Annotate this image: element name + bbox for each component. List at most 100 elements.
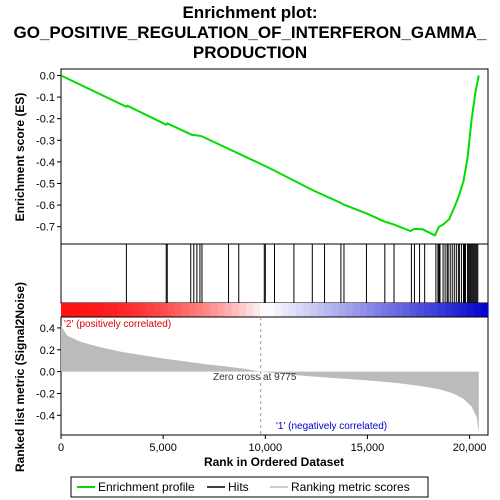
es-axis-label: Enrichment score (ES) [13,93,27,222]
chart-title: Enrichment plot: GO_POSITIVE_REGULATION_… [14,3,487,62]
x-tick-label: 10,000 [248,442,282,454]
color-bar-segment [331,303,340,317]
positive-label: '2' (positively correlated) [64,319,171,330]
color-bar-segment [174,303,183,317]
es-axis-ticks: 0.0 -0.1 -0.2 -0.3 -0.4 -0.5 -0.6 -0.7 [36,70,61,234]
color-bar-segment [231,303,240,317]
color-bar-segment [68,303,76,317]
color-bar-segment [210,303,219,317]
color-bar-segment [132,303,140,317]
color-bar-segment [352,303,361,317]
color-bar-segment [381,303,389,317]
color-bar-segment [196,303,204,317]
rank-color-bar [61,303,489,317]
metric-tick-label: 0.2 [40,345,55,357]
color-bar-segment [75,303,83,317]
title-line-1: Enrichment plot: [182,3,317,22]
hit-marks [125,244,479,303]
negative-label: '1' (negatively correlated) [276,421,387,432]
x-axis-ticks: 0 5,000 10,000 15,000 20,000 [58,435,487,454]
metric-panel-frame [60,316,489,436]
es-tick-label: -0.4 [36,157,55,169]
title-line-2: GO_POSITIVE_REGULATION_OF_INTERFERON_GAM… [14,23,487,42]
color-bar-segment [125,303,133,317]
color-bar-segment [466,303,475,317]
color-bar-segment [409,303,418,317]
ranking-metric-area [61,325,479,433]
metric-axis-label: Ranked list metric (Signal2Noise) [13,282,27,472]
color-bar-segment [153,303,162,317]
color-bar-segment [445,303,454,317]
color-bar-segment [89,303,98,317]
color-bar-segment [181,303,190,317]
x-tick-label: 5,000 [149,442,177,454]
title-line-3: PRODUCTION [193,43,307,62]
x-tick-label: 15,000 [351,442,385,454]
es-panel-frame [60,68,489,245]
color-bar-segment [395,303,404,317]
color-bar-segment [224,303,233,317]
color-bar-segment [459,303,468,317]
color-bar-segment [238,303,247,317]
es-tick-label: -0.6 [36,200,55,212]
color-bar-segment [103,303,112,317]
metric-axis-ticks: 0.4 0.2 0.0 -0.2 -0.4 [36,323,61,422]
x-axis-label: Rank in Ordered Dataset [204,455,344,469]
color-bar-segment [423,303,432,317]
color-bar-segment [110,303,119,317]
color-bar-segment [345,303,354,317]
metric-tick-label: 0.0 [40,367,55,379]
es-tick-label: -0.1 [36,92,55,104]
color-bar-segment [295,303,304,317]
es-tick-label: -0.2 [36,114,55,126]
metric-tick-label: 0.4 [40,323,55,335]
metric-tick-label: -0.2 [36,388,55,400]
es-tick-label: 0.0 [40,70,55,82]
color-bar-segment [374,303,382,317]
color-bar-segment [61,303,69,317]
enrichment-profile-line [60,74,480,237]
color-bar-segment [96,303,105,317]
es-tick-label: -0.7 [36,222,55,234]
color-bar-segment [317,303,325,317]
color-bar-segment [388,303,397,317]
color-bar-segment [480,303,489,317]
color-bar-segment [438,303,446,317]
color-bar-segment [167,303,176,317]
metric-tick-label: -0.4 [36,410,55,422]
color-bar-segment [359,303,368,317]
color-bar-segment [310,303,318,317]
color-bar-segment [146,303,155,317]
color-bar-segment [338,303,347,317]
color-bar-segment [260,303,268,317]
color-bar-segment [267,303,276,317]
legend: Enrichment profile Hits Ranking metric s… [70,476,429,498]
color-bar-segment [217,303,226,317]
x-tick-label: 0 [58,442,64,454]
color-bar-segment [274,303,283,317]
color-bar-segment [281,303,290,317]
color-bar-segment [367,303,375,317]
color-bar-segment [203,303,212,317]
color-bar-segment [288,303,297,317]
es-tick-label: -0.3 [36,135,55,147]
es-tick-label: -0.5 [36,179,55,191]
color-bar-segment [431,303,439,317]
legend-label-metric: Ranking metric scores [291,480,410,494]
color-bar-segment [324,303,333,317]
color-bar-segment [189,303,197,317]
legend-label-enrichment: Enrichment profile [98,480,195,494]
color-bar-segment [117,303,126,317]
color-bar-segment [402,303,411,317]
color-bar-segment [416,303,425,317]
x-tick-label: 20,000 [453,442,487,454]
color-bar-segment [473,303,482,317]
color-bar-segment [302,303,311,317]
legend-label-hits: Hits [228,480,249,494]
color-bar-segment [253,303,261,317]
color-bar-segment [82,303,91,317]
color-bar-segment [246,303,254,317]
color-bar-segment [160,303,169,317]
color-bar-segment [139,303,147,317]
